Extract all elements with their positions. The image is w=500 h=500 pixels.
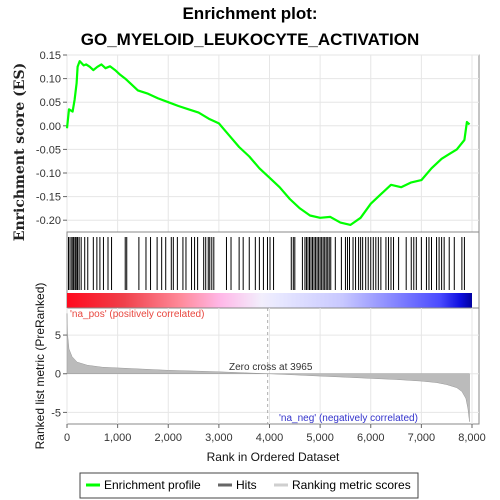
metric-y-tick-label: 0	[55, 369, 61, 381]
es-y-tick-label: 0.15	[40, 50, 61, 62]
es-y-tick-label: -0.20	[36, 215, 61, 227]
es-y-axis: 0.15 0.10 0.05 0.00 -0.05 -0.10 -0.15 -0.20	[36, 50, 67, 227]
es-y-tick-label: 0.00	[40, 121, 61, 133]
enrichment-profile-line	[65, 59, 471, 226]
metric-panel	[66, 307, 480, 425]
es-y-label: Enrichment score (ES)	[12, 63, 28, 241]
zero-cross-label: Zero cross at 3965	[229, 362, 313, 373]
x-tick-label: 4,000	[256, 432, 284, 444]
es-y-tick-label: -0.05	[36, 144, 61, 156]
metric-y-label: Ranked list metric (PreRanked)	[33, 283, 47, 450]
es-y-tick-label: 0.10	[40, 74, 61, 86]
metric-y-tick-label: 5	[55, 330, 61, 342]
x-tick-label: 3,000	[205, 432, 233, 444]
legend-enrichment-label: Enrichment profile	[104, 478, 201, 492]
es-y-tick-label: -0.15	[36, 192, 61, 204]
x-tick-label: 7,000	[408, 432, 436, 444]
es-panel	[66, 54, 480, 233]
es-y-tick-label: 0.05	[40, 97, 61, 109]
x-tick-label: 2,000	[154, 432, 182, 444]
title-line-2: GO_MYELOID_LEUKOCYTE_ACTIVATION	[81, 30, 419, 49]
pos-label: 'na_pos' (positively correlated)	[70, 309, 204, 320]
es-y-tick-label: -0.10	[36, 168, 61, 180]
x-axis-label: Rank in Ordered Dataset	[207, 450, 340, 464]
x-tick-label: 5,000	[306, 432, 334, 444]
legend-hits-label: Hits	[236, 478, 257, 492]
rank-color-bar	[67, 293, 472, 308]
title-line-1: Enrichment plot:	[182, 4, 317, 23]
x-tick-label: 1,000	[104, 432, 132, 444]
ranking-metric-area	[66, 313, 470, 422]
es-gridlines	[66, 54, 479, 232]
metric-y-tick-label: -5	[51, 407, 61, 419]
legend-box	[79, 472, 419, 499]
neg-label: 'na_neg' (negatively correlated)	[279, 413, 418, 424]
x-axis: 0 1,000 2,000 3,000 4,000 5,000 6,000 7,000 8,00…	[64, 424, 486, 444]
legend-metric-label: Ranking metric scores	[292, 478, 411, 492]
x-tick-label: 6,000	[357, 432, 385, 444]
hit-marks	[68, 237, 465, 290]
x-tick-label: 8,000	[458, 432, 486, 444]
metric-y-axis: 5 0 -5	[51, 330, 67, 419]
x-tick-label: 0	[64, 432, 70, 444]
